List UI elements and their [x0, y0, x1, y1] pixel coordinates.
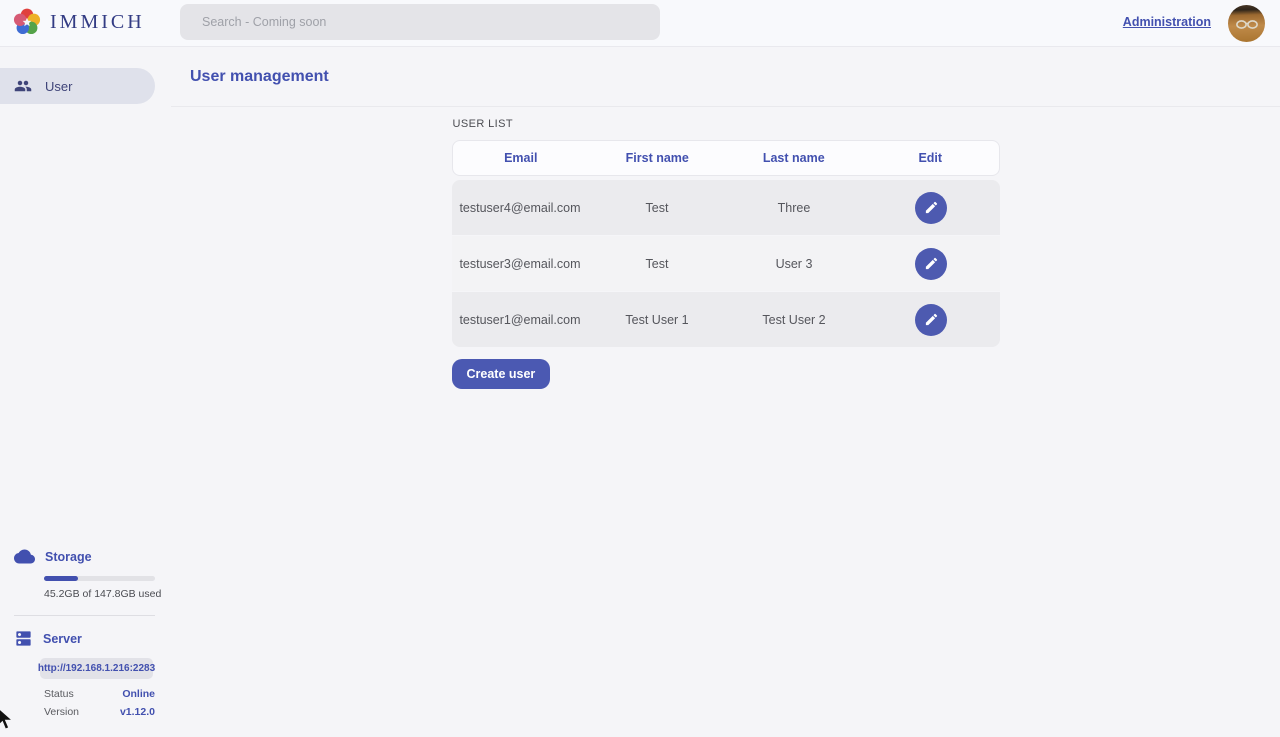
server-status-row: Status Online: [44, 688, 155, 700]
cell-first-name: Test: [645, 256, 669, 271]
glasses-photo-detail: [1235, 19, 1258, 29]
users-group-icon: [14, 77, 32, 95]
edit-user-button[interactable]: [915, 191, 947, 224]
sidebar-item-user[interactable]: User: [0, 68, 155, 104]
column-header-first-name: First name: [625, 151, 689, 165]
cell-last-name: Test User 2: [762, 312, 826, 327]
cell-email: testuser1@email.com: [459, 312, 581, 327]
version-value: v1.12.0: [119, 706, 155, 718]
page-title: User management: [190, 67, 329, 85]
storage-usage-text: 45.2GB of 147.8GB used: [44, 588, 162, 600]
version-label: Version: [44, 706, 80, 718]
pencil-icon: [925, 257, 937, 270]
server-url-chip: http://192.168.1.216:2283: [38, 658, 155, 679]
user-list-label: USER LIST: [452, 118, 513, 130]
cell-first-name: Test User 1: [625, 312, 689, 327]
server-version-row: Version v1.12.0: [44, 706, 155, 718]
server-section-header: Server: [0, 629, 171, 648]
storage-progress-bar: [44, 576, 155, 581]
cell-first-name: Test: [645, 200, 669, 215]
table-row: testuser3@email.com Test User 3: [451, 236, 1000, 291]
cell-email: testuser4@email.com: [459, 200, 581, 215]
pencil-icon: [925, 313, 937, 326]
administration-link[interactable]: Administration: [1122, 15, 1211, 29]
page-header: User management: [171, 47, 1280, 107]
status-label: Status: [44, 688, 74, 700]
cloud-icon: [14, 546, 35, 567]
cell-email: testuser3@email.com: [459, 256, 581, 271]
table-row: testuser1@email.com Test User 1 Test Use…: [451, 292, 1000, 347]
sidebar-item-user-label: User: [45, 78, 73, 94]
edit-user-button[interactable]: [915, 247, 947, 280]
cell-last-name: User 3: [775, 256, 813, 271]
column-header-edit: Edit: [918, 151, 943, 165]
app-title: IMMICH: [50, 10, 145, 33]
user-table: testuser4@email.com Test Three testuser3…: [451, 180, 1000, 347]
immich-flower-icon: [13, 8, 41, 36]
top-bar: IMMICH Administration: [0, 0, 1280, 47]
edit-user-button[interactable]: [915, 303, 947, 336]
server-title: Server: [43, 631, 82, 646]
cell-last-name: Three: [777, 200, 811, 215]
main-content: USER LIST Email First name Last name Edi…: [171, 107, 1280, 730]
user-avatar[interactable]: [1228, 5, 1265, 42]
immich-logo[interactable]: IMMICH: [13, 8, 145, 36]
column-header-last-name: Last name: [762, 151, 825, 165]
search-input[interactable]: [180, 4, 660, 40]
server-icon: [14, 629, 33, 648]
sidebar: User Storage 45.2GB of 147.8GB used Serv…: [0, 47, 171, 730]
table-header-row: Email First name Last name Edit: [451, 140, 1000, 176]
create-user-button[interactable]: Create user: [451, 359, 551, 389]
storage-section-header: Storage: [0, 546, 171, 567]
pencil-icon: [925, 201, 937, 214]
sidebar-footer: Storage 45.2GB of 147.8GB used Server ht…: [0, 546, 171, 718]
column-header-email: Email: [504, 151, 538, 165]
storage-title: Storage: [45, 549, 92, 564]
storage-progress-fill: [44, 576, 78, 581]
sidebar-divider: [14, 615, 155, 616]
table-row: testuser4@email.com Test Three: [451, 180, 1000, 235]
status-value: Online: [122, 688, 155, 700]
